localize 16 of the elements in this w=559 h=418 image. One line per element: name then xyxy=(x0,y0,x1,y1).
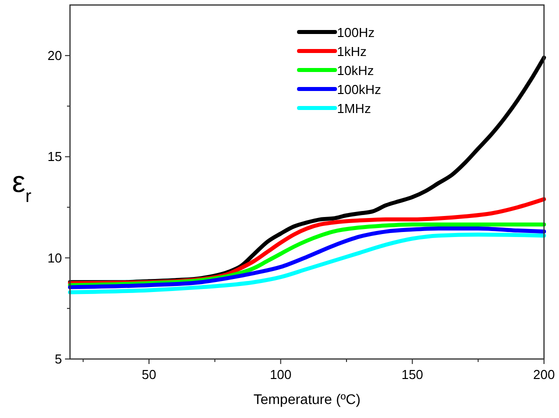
legend-label: 10kHz xyxy=(337,63,374,78)
y-tick-label: 5 xyxy=(54,352,62,366)
y-tick-label: 20 xyxy=(48,48,62,64)
legend-label: 1MHz xyxy=(337,101,371,116)
x-tick-label: 50 xyxy=(142,367,156,382)
x-tick-label: 200 xyxy=(533,367,555,382)
legend-label: 100kHz xyxy=(337,82,382,97)
x-axis-title: Temperature (ºC) xyxy=(253,391,361,407)
legend-label: 1kHz xyxy=(337,44,367,59)
legend-label: 100Hz xyxy=(337,25,375,40)
line-series xyxy=(68,232,546,294)
x-tick-label: 100 xyxy=(270,367,292,382)
y-tick-label: 15 xyxy=(48,149,62,164)
x-tick-label: 150 xyxy=(401,367,424,382)
y-axis-title: ε$_{r}$ xyxy=(12,166,32,206)
y-tick-label: 10 xyxy=(48,250,62,266)
